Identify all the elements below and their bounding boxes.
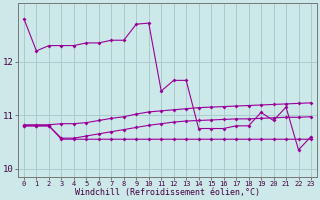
X-axis label: Windchill (Refroidissement éolien,°C): Windchill (Refroidissement éolien,°C) bbox=[75, 188, 260, 197]
